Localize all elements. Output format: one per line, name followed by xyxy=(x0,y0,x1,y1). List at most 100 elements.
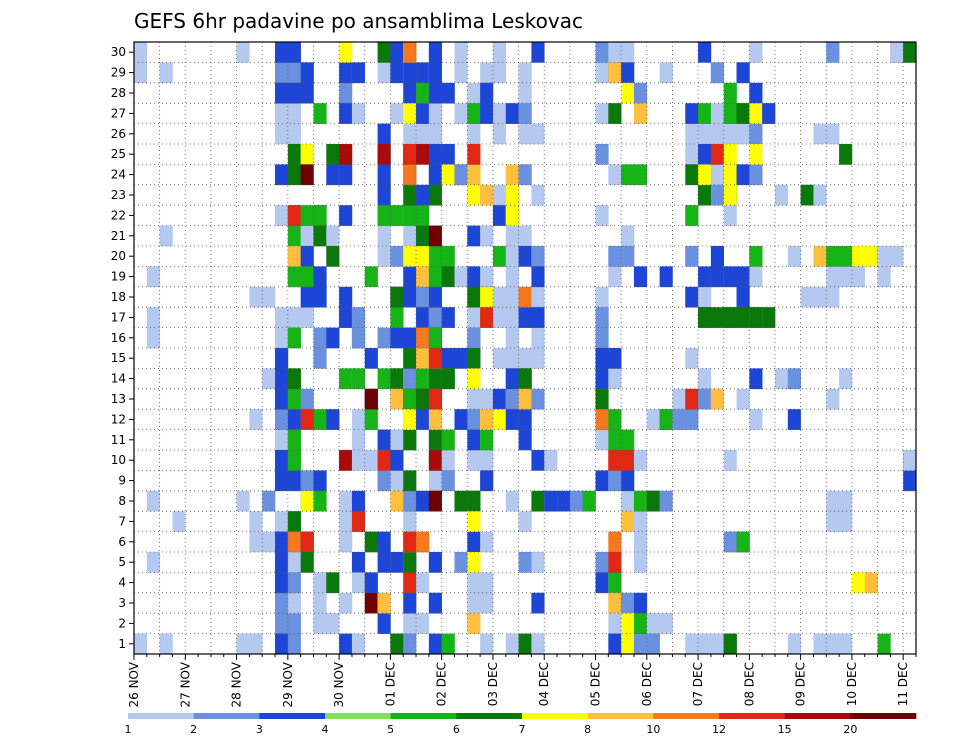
heatmap-cell xyxy=(287,307,301,328)
heatmap-cell xyxy=(659,409,673,430)
heatmap-cell xyxy=(428,348,442,369)
heatmap-cell xyxy=(557,490,571,512)
heatmap-cell xyxy=(428,368,442,390)
heatmap-cell xyxy=(236,42,250,63)
heatmap-cell xyxy=(595,429,609,451)
heatmap-cell xyxy=(428,103,442,124)
heatmap-cell xyxy=(595,572,609,594)
heatmap-cell xyxy=(313,613,327,634)
heatmap-cell xyxy=(621,42,635,63)
heatmap-cell xyxy=(723,633,737,655)
heatmap-cell xyxy=(595,327,609,349)
heatmap-cell xyxy=(467,572,481,594)
heatmap-cell xyxy=(608,450,622,471)
heatmap-cell xyxy=(480,225,494,247)
heatmap-cell xyxy=(377,368,391,390)
heatmap-cell xyxy=(518,103,532,124)
heatmap-cell xyxy=(851,266,866,288)
heatmap-cell xyxy=(326,613,340,634)
heatmap-cell xyxy=(698,42,712,63)
heatmap-cell xyxy=(249,286,263,308)
heatmap-cell xyxy=(480,470,494,492)
heatmap-cell xyxy=(441,368,455,390)
heatmap-cell xyxy=(428,470,442,492)
heatmap-cell xyxy=(685,388,699,410)
heatmap-cell xyxy=(364,592,378,614)
heatmap-cell xyxy=(467,164,481,186)
x-tick-label: 29 NOV xyxy=(281,661,295,707)
heatmap-cell xyxy=(403,327,417,349)
heatmap-cell xyxy=(313,572,327,594)
heatmap-cell xyxy=(851,572,866,594)
heatmap-cell xyxy=(749,123,763,145)
heatmap-cell xyxy=(313,225,327,247)
heatmap-cell xyxy=(813,286,827,308)
heatmap-cell xyxy=(390,307,404,328)
heatmap-cell xyxy=(736,266,750,288)
heatmap-cell xyxy=(364,450,378,471)
heatmap-cell xyxy=(813,633,827,655)
heatmap-cell xyxy=(595,103,609,124)
heatmap-cell xyxy=(416,531,430,553)
heatmap-cell xyxy=(287,429,301,451)
heatmap-cell xyxy=(544,490,558,512)
heatmap-cell xyxy=(505,348,519,369)
heatmap-cell xyxy=(275,572,289,594)
heatmap-cell xyxy=(454,409,468,430)
heatmap-cell xyxy=(403,368,417,390)
heatmap-cell xyxy=(467,144,481,165)
heatmap-cell xyxy=(300,82,314,104)
heatmap-cell xyxy=(377,184,391,206)
heatmap-cell xyxy=(300,246,314,267)
heatmap-cell xyxy=(287,225,301,247)
heatmap-cell xyxy=(762,307,776,328)
heatmap-cell xyxy=(287,470,301,492)
heatmap-cell xyxy=(275,82,289,104)
heatmap-cell xyxy=(300,490,314,512)
y-tick-label: 28 xyxy=(111,86,126,100)
heatmap-cell xyxy=(428,123,442,145)
heatmap-cell xyxy=(595,470,609,492)
heatmap-cell xyxy=(903,42,917,63)
heatmap-cell xyxy=(659,613,673,634)
heatmap-cell xyxy=(826,246,840,267)
heatmap-cell xyxy=(339,511,353,532)
heatmap-cell xyxy=(390,327,404,349)
heatmap-cell xyxy=(826,123,840,145)
heatmap-cell xyxy=(531,42,545,63)
heatmap-cell xyxy=(903,450,917,471)
heatmap-cell xyxy=(864,246,878,267)
heatmap-cell xyxy=(300,531,314,553)
heatmap-cell xyxy=(313,266,327,288)
heatmap-cell xyxy=(467,225,481,247)
heatmap-cell xyxy=(826,388,840,410)
heatmap-cell xyxy=(633,592,648,614)
heatmap-cell xyxy=(313,490,327,512)
heatmap-cell xyxy=(608,552,622,573)
heatmap-cell xyxy=(428,42,442,63)
heatmap-cell xyxy=(351,450,366,471)
heatmap-cell xyxy=(518,348,532,369)
heatmap-cell xyxy=(710,144,725,165)
heatmap-cell xyxy=(287,144,301,165)
heatmap-cell xyxy=(287,511,301,532)
heatmap-cell xyxy=(416,613,430,634)
heatmap-cell xyxy=(762,103,776,124)
heatmap-cell xyxy=(774,368,789,390)
heatmap-cell xyxy=(403,531,417,553)
y-tick-label: 21 xyxy=(111,229,126,243)
heatmap-cell xyxy=(403,348,417,369)
heatmap-cell xyxy=(339,286,353,308)
heatmap-cell xyxy=(608,470,622,492)
colorbar-swatch xyxy=(325,713,391,719)
heatmap-cell xyxy=(403,409,417,430)
heatmap-cell xyxy=(287,42,301,63)
heatmap-cell xyxy=(313,286,327,308)
heatmap-cell xyxy=(390,633,404,655)
colorbar-swatch xyxy=(719,713,785,719)
heatmap-cell xyxy=(403,572,417,594)
heatmap-cell xyxy=(480,184,494,206)
heatmap-cell xyxy=(710,246,725,267)
heatmap-cell xyxy=(300,62,314,84)
heatmap-cell xyxy=(480,103,494,124)
